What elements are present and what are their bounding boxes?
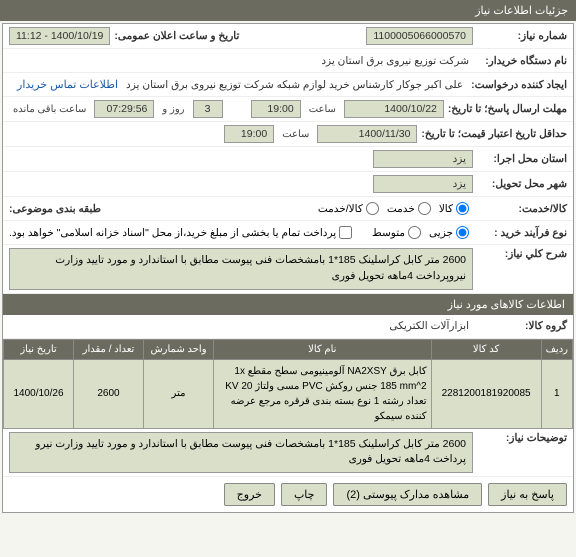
vat-radio-kala[interactable] (456, 202, 469, 215)
cell-code: 2281200181920085 (431, 359, 541, 428)
cell-qty: 2600 (74, 359, 144, 428)
buy-radio-mid[interactable] (408, 226, 421, 239)
device-label: نام دستگاه خریدار: (477, 55, 567, 67)
group-value: ابزارآلات الکتریکی (385, 320, 473, 332)
creator-label: ایجاد کننده درخواست: (471, 79, 567, 91)
cell-idx: 1 (541, 359, 572, 428)
col-qty: تعداد / مقدار (74, 339, 144, 359)
row-group: گروه کالا: ابزارآلات الکتریکی (3, 315, 573, 339)
row-exec-prov: استان محل اجرا: یزد (3, 147, 573, 172)
goods-table: ردیف کد کالا نام کالا واحد شمارش تعداد /… (3, 339, 573, 429)
row-deadline: مهلت ارسال پاسخ؛ تا تاریخ: 1400/10/22 سا… (3, 97, 573, 122)
pay-checkbox[interactable] (339, 226, 352, 239)
remain-lbl: ساعت باقی مانده (13, 104, 86, 115)
pub-date-label: تاریخ و ساعت اعلان عمومی: (114, 30, 239, 42)
exec-prov-value: یزد (373, 150, 473, 168)
row-vat: کالا/خدمت: کالا خدمت کالا/خدمت طبقه بندی… (3, 197, 573, 221)
buy-opt-jozi[interactable]: جزیی (429, 226, 469, 239)
deliv-city-label: شهر محل تحویل: (477, 178, 567, 190)
row-device: نام دستگاه خریدار: شرکت توزیع نیروی برق … (3, 49, 573, 73)
notes-label: توضیحات نیاز: (477, 432, 567, 444)
pub-date-value: 1400/10/19 - 11:12 (9, 27, 110, 45)
attach-button[interactable]: مشاهده مدارک پیوستی (2) (333, 483, 482, 506)
row-buy-type: نوع فرآیند خرید : جزیی متوسط پرداخت تمام… (3, 221, 573, 245)
hour-lbl: ساعت (309, 104, 336, 115)
header-title: جزئیات اطلاعات نیاز (475, 5, 568, 17)
vat-label: کالا/خدمت: (477, 203, 567, 215)
buy-opt-mid[interactable]: متوسط (372, 226, 421, 239)
time-left: 07:29:56 (94, 100, 154, 118)
vat-radio-both[interactable] (366, 202, 379, 215)
desc-value: 2600 متر کابل کراسلینک 185*1 بامشخصات فن… (9, 248, 473, 290)
negot-label: طبقه بندی موضوعی: (9, 203, 101, 215)
deadline-date: 1400/10/22 (344, 100, 444, 118)
row-need-no: شماره نیاز: 1100005066000570 تاریخ و ساع… (3, 24, 573, 49)
col-name: نام کالا (214, 339, 432, 359)
buy-type-label: نوع فرآیند خرید : (477, 227, 567, 239)
table-row: 1 2281200181920085 کابل برق NA2XSY آلومی… (4, 359, 573, 428)
contact-link[interactable]: اطلاعات تماس خریدار (17, 78, 118, 91)
vat-opt-khedmat[interactable]: خدمت (387, 202, 431, 215)
hour-lbl2: ساعت (282, 129, 309, 140)
vat-opt-kala[interactable]: کالا (439, 202, 469, 215)
col-unit: واحد شمارش (144, 339, 214, 359)
exit-button[interactable]: خروج (224, 483, 275, 506)
pay-note-check[interactable]: پرداخت تمام یا بخشی از مبلغ خرید،از محل … (9, 226, 352, 239)
desc-label: شرح کلي نیاز: (477, 248, 567, 260)
button-row: پاسخ به نیاز مشاهده مدارک پیوستی (2) چاپ… (3, 477, 573, 512)
group-label: گروه کالا: (477, 320, 567, 332)
vat-radio-khedmat[interactable] (418, 202, 431, 215)
reply-button[interactable]: پاسخ به نیاز (488, 483, 567, 506)
days-left: 3 (193, 100, 223, 118)
cell-unit: متر (144, 359, 214, 428)
deliv-city-value: یزد (373, 175, 473, 193)
notes-value: 2600 متر کابل کراسلینک 185*1 بامشخصات فن… (9, 432, 473, 474)
goods-header-title: اطلاعات کالاهای مورد نیاز (448, 299, 565, 311)
creator-value: علی اکبر جوکار کارشناس خرید لوازم شبکه ش… (122, 79, 467, 91)
row-min-valid: حداقل تاریخ اعتبار قیمت؛ تا تاریخ: 1400/… (3, 122, 573, 147)
row-desc: شرح کلي نیاز: 2600 متر کابل کراسلینک 185… (3, 245, 573, 294)
min-valid-hour: 19:00 (224, 125, 274, 143)
print-button[interactable]: چاپ (281, 483, 328, 506)
buy-radio-jozi[interactable] (456, 226, 469, 239)
need-no-value: 1100005066000570 (366, 27, 473, 45)
table-head-row: ردیف کد کالا نام کالا واحد شمارش تعداد /… (4, 339, 573, 359)
day-lbl: روز و (162, 104, 184, 115)
deadline-hour: 19:00 (251, 100, 301, 118)
col-idx: ردیف (541, 339, 572, 359)
row-notes: توضیحات نیاز: 2600 متر کابل کراسلینک 185… (3, 429, 573, 478)
vat-opt-both[interactable]: کالا/خدمت (318, 202, 379, 215)
goods-header: اطلاعات کالاهای مورد نیاز (3, 294, 573, 315)
col-date: تاریخ نیاز (4, 339, 74, 359)
device-value: شرکت توزیع نیروی برق استان یزد (317, 55, 473, 67)
min-valid-label: حداقل تاریخ اعتبار قیمت؛ تا تاریخ: (421, 128, 567, 140)
row-deliv-city: شهر محل تحویل: یزد (3, 172, 573, 197)
min-valid-date: 1400/11/30 (317, 125, 417, 143)
exec-prov-label: استان محل اجرا: (477, 153, 567, 165)
deadline-label: مهلت ارسال پاسخ؛ تا تاریخ: (448, 103, 567, 115)
need-no-label: شماره نیاز: (477, 30, 567, 42)
cell-name: کابل برق NA2XSY آلومینیومی سطح مقطع 1x 1… (214, 359, 432, 428)
cell-date: 1400/10/26 (4, 359, 74, 428)
col-code: کد کالا (431, 339, 541, 359)
row-creator: ایجاد کننده درخواست: علی اکبر جوکار کارش… (3, 73, 573, 97)
main-panel: شماره نیاز: 1100005066000570 تاریخ و ساع… (2, 23, 574, 513)
page-header: جزئیات اطلاعات نیاز (0, 0, 576, 21)
